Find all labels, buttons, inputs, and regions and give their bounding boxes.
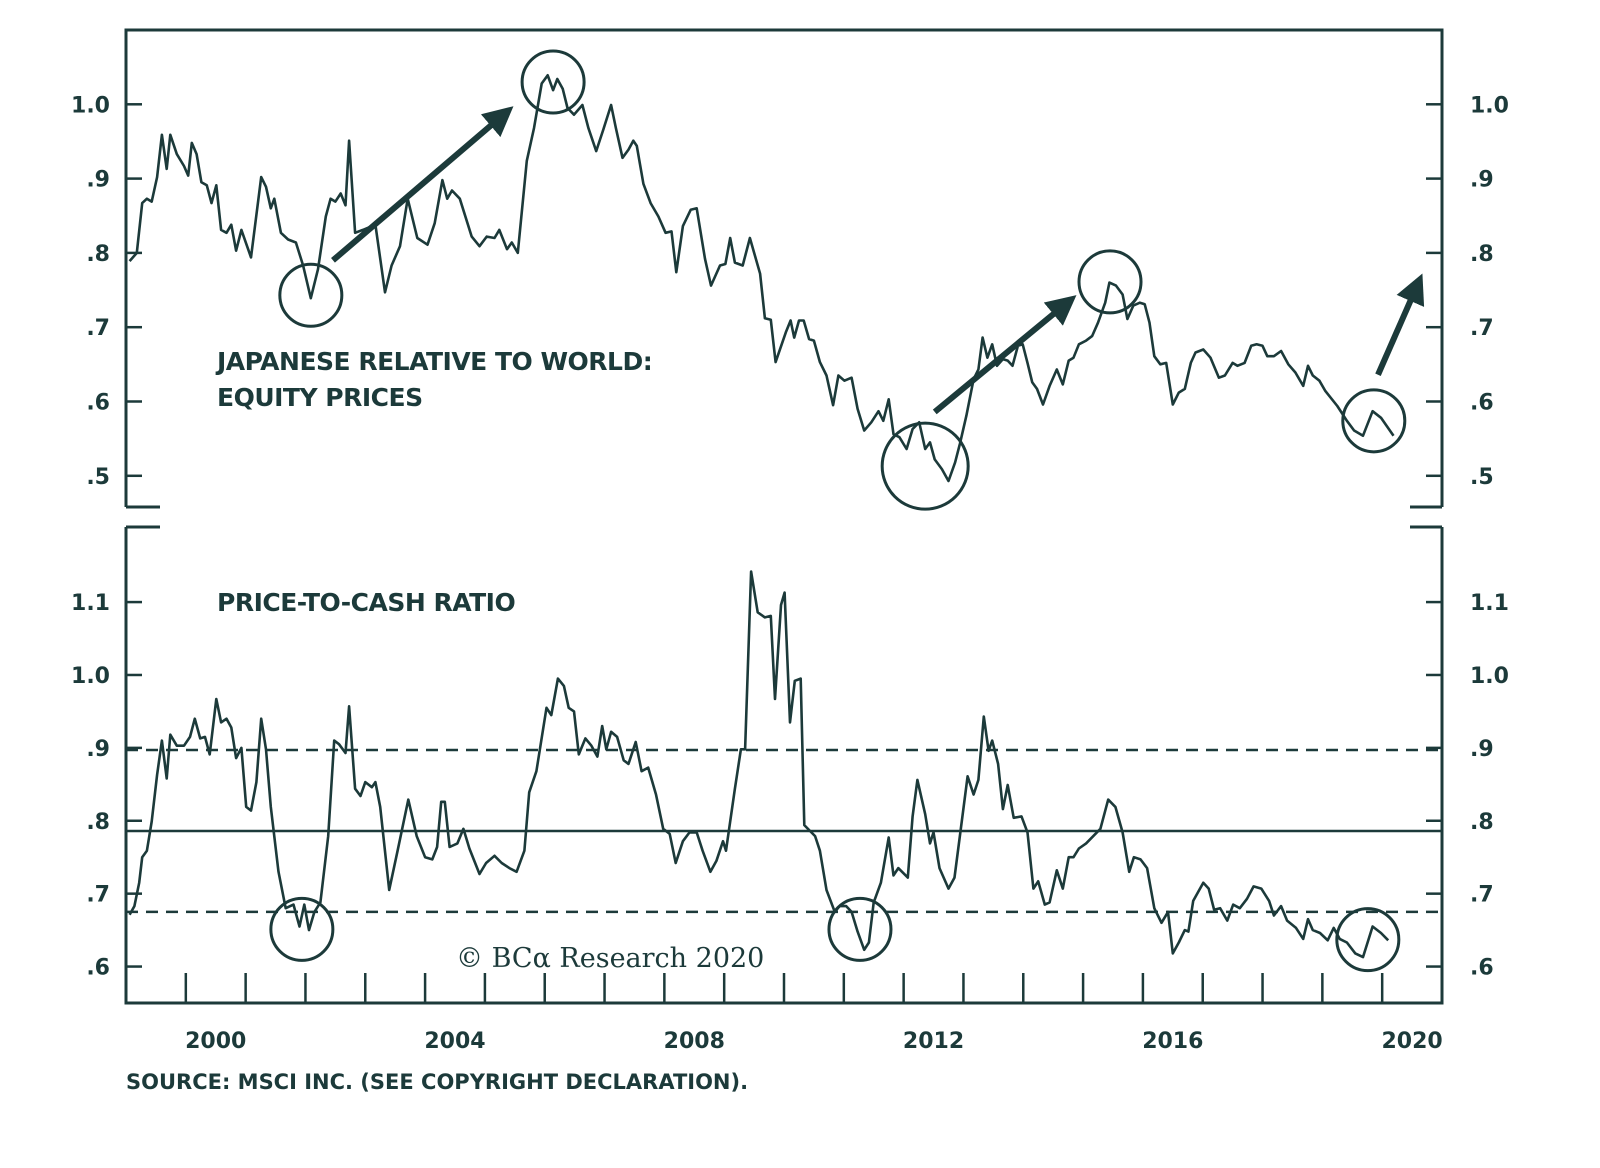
x-tick-label: 2000 bbox=[185, 1029, 246, 1054]
y-tick-label-left: .5 bbox=[86, 465, 110, 490]
highlight-circle bbox=[269, 896, 335, 962]
y-tick-label-right: .9 bbox=[1470, 168, 1494, 193]
y-tick-label-left: .6 bbox=[86, 390, 110, 415]
x-tick-label: 2012 bbox=[903, 1029, 964, 1054]
top-panel-title-line-1: JAPANESE RELATIVE TO WORLD: bbox=[215, 347, 652, 376]
bottom-panel-title: PRICE-TO-CASH RATIO bbox=[217, 588, 515, 617]
y-tick-label-left: .6 bbox=[86, 956, 110, 981]
y-tick-label-right: 1.0 bbox=[1470, 93, 1509, 118]
y-tick-label-left: .8 bbox=[86, 810, 110, 835]
y-tick-label-right: .5 bbox=[1470, 465, 1494, 490]
copyright-logo: © BCα Research 2020 bbox=[456, 943, 764, 974]
highlight-circle bbox=[1077, 249, 1143, 315]
highlight-circle bbox=[520, 49, 586, 115]
chart-frame bbox=[124, 28, 1444, 1005]
x-tick-label: 2020 bbox=[1381, 1029, 1442, 1054]
x-tick-label: 2008 bbox=[664, 1029, 725, 1054]
y-tick-label-left: .7 bbox=[86, 883, 110, 908]
equity-series-line bbox=[128, 74, 1395, 483]
y-tick-label-right: .8 bbox=[1470, 810, 1494, 835]
highlight-circle bbox=[880, 421, 970, 511]
y-tick-label-left: .9 bbox=[86, 737, 110, 762]
trend-arrow bbox=[932, 295, 1077, 415]
highlight-circle bbox=[1335, 907, 1401, 973]
y-tick-label-right: .7 bbox=[1470, 316, 1494, 341]
y-tick-label-right: .7 bbox=[1470, 883, 1494, 908]
highlight-circle bbox=[278, 262, 344, 328]
equity-prices-panel: 1.0 1.0 .9 .9 .8 .8 .7 .7 .6 .6 .5 .5 bbox=[71, 49, 1509, 511]
y-tick-label-right: 1.1 bbox=[1470, 591, 1509, 616]
price-to-cash-panel: 1.1 1.1 1.0 1.0 .9 .9 .8 .8 .7 .7 .6 .6 bbox=[71, 570, 1509, 981]
y-tick-label-left: .9 bbox=[86, 168, 110, 193]
y-tick-label-left: 1.0 bbox=[71, 664, 110, 689]
top-panel-title-line-2: EQUITY PRICES bbox=[217, 383, 423, 412]
price-to-cash-series-line bbox=[128, 570, 1390, 959]
x-tick-label: 2004 bbox=[424, 1029, 485, 1054]
y-tick-label-left: .8 bbox=[86, 242, 110, 267]
trend-arrow bbox=[331, 106, 514, 263]
y-tick-label-left: 1.0 bbox=[71, 93, 110, 118]
y-tick-label-right: 1.0 bbox=[1470, 664, 1509, 689]
y-tick-label-left: .7 bbox=[86, 316, 110, 341]
y-tick-label-right: .9 bbox=[1470, 737, 1494, 762]
x-axis: 2000 2004 2008 2012 2016 2020 bbox=[184, 973, 1443, 1054]
source-note: SOURCE: MSCI INC. (SEE COPYRIGHT DECLARA… bbox=[126, 1070, 748, 1094]
highlight-circle bbox=[827, 896, 893, 962]
y-tick-label-right: .6 bbox=[1470, 956, 1494, 981]
x-tick-label: 2016 bbox=[1142, 1029, 1203, 1054]
trend-arrow bbox=[1375, 273, 1425, 376]
top-panel-border bbox=[124, 28, 1444, 507]
y-tick-label-right: .6 bbox=[1470, 390, 1494, 415]
highlight-circle bbox=[1341, 388, 1407, 454]
y-tick-label-left: 1.1 bbox=[71, 591, 110, 616]
y-tick-label-right: .8 bbox=[1470, 242, 1494, 267]
